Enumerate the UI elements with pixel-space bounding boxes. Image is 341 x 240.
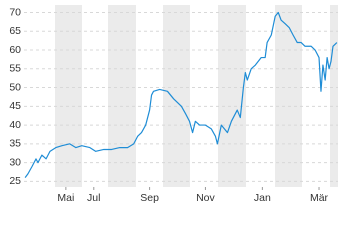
y-tick-label: 65: [9, 25, 21, 37]
month-bands: [55, 5, 338, 187]
x-tick-label: Mai: [57, 192, 74, 204]
y-tick-label: 45: [9, 100, 21, 112]
y-tick-label: 25: [9, 175, 21, 187]
x-tick-label: Jan: [254, 192, 271, 204]
y-tick-label: 55: [9, 63, 21, 75]
month-band: [55, 5, 82, 187]
y-tick-label: 70: [9, 6, 21, 18]
chart: 25 30 35 40 45 50 55 60 65 70 Mai Jul Sep Nov Jan Mär: [9, 5, 338, 204]
x-tick-label: Sep: [140, 192, 159, 204]
y-tick-label: 40: [9, 119, 21, 131]
x-tick-label: Nov: [196, 192, 215, 204]
month-band: [275, 5, 302, 187]
month-band: [218, 5, 246, 187]
y-tick-label: 30: [9, 156, 21, 168]
price-line: [24, 11, 338, 178]
month-band: [108, 5, 136, 187]
x-tick-label: Jul: [87, 192, 100, 204]
y-tick-label: 50: [9, 81, 21, 93]
y-tick-label: 60: [9, 44, 21, 56]
x-tick-label: Mär: [310, 192, 329, 204]
month-band: [163, 5, 190, 187]
month-band: [330, 5, 338, 187]
y-tick-label: 35: [9, 138, 21, 150]
